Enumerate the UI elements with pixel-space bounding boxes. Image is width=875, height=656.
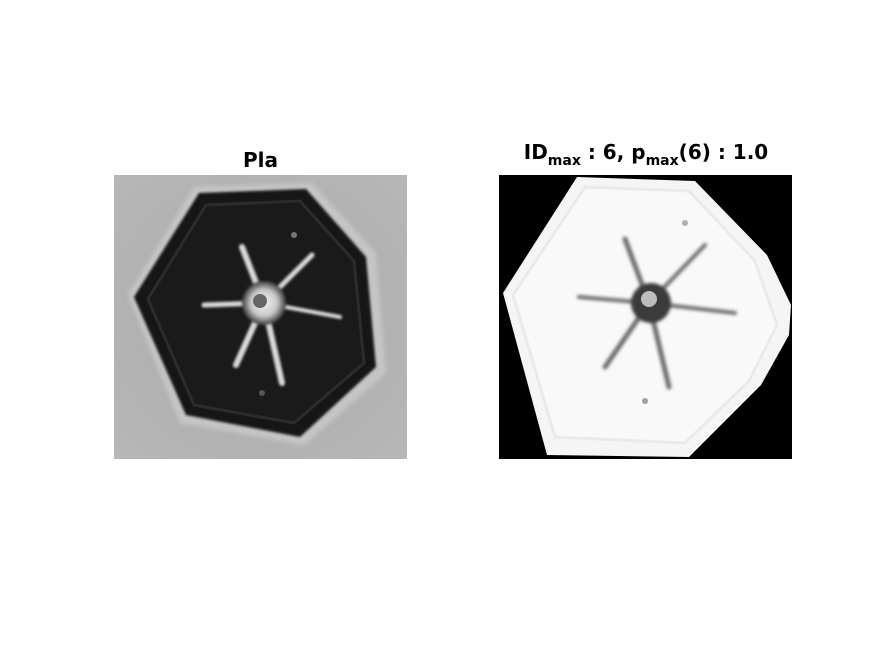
title-id-text: ID	[523, 140, 548, 164]
title-subscript-max-1: max	[547, 153, 581, 169]
right-panel-title: IDmax : 6, pmax(6) : 1.0	[470, 140, 822, 168]
title-suffix-text: (6) : 1.0	[678, 140, 769, 164]
classified-crystal-image	[499, 175, 792, 459]
title-subscript-max-2: max	[645, 153, 679, 169]
title-mid-text: : 6, p	[580, 140, 646, 164]
segmentation-image-svg	[499, 175, 792, 459]
crystal-image-svg	[114, 175, 407, 459]
original-crystal-image	[114, 175, 407, 459]
left-panel-title: Pla	[242, 148, 278, 172]
